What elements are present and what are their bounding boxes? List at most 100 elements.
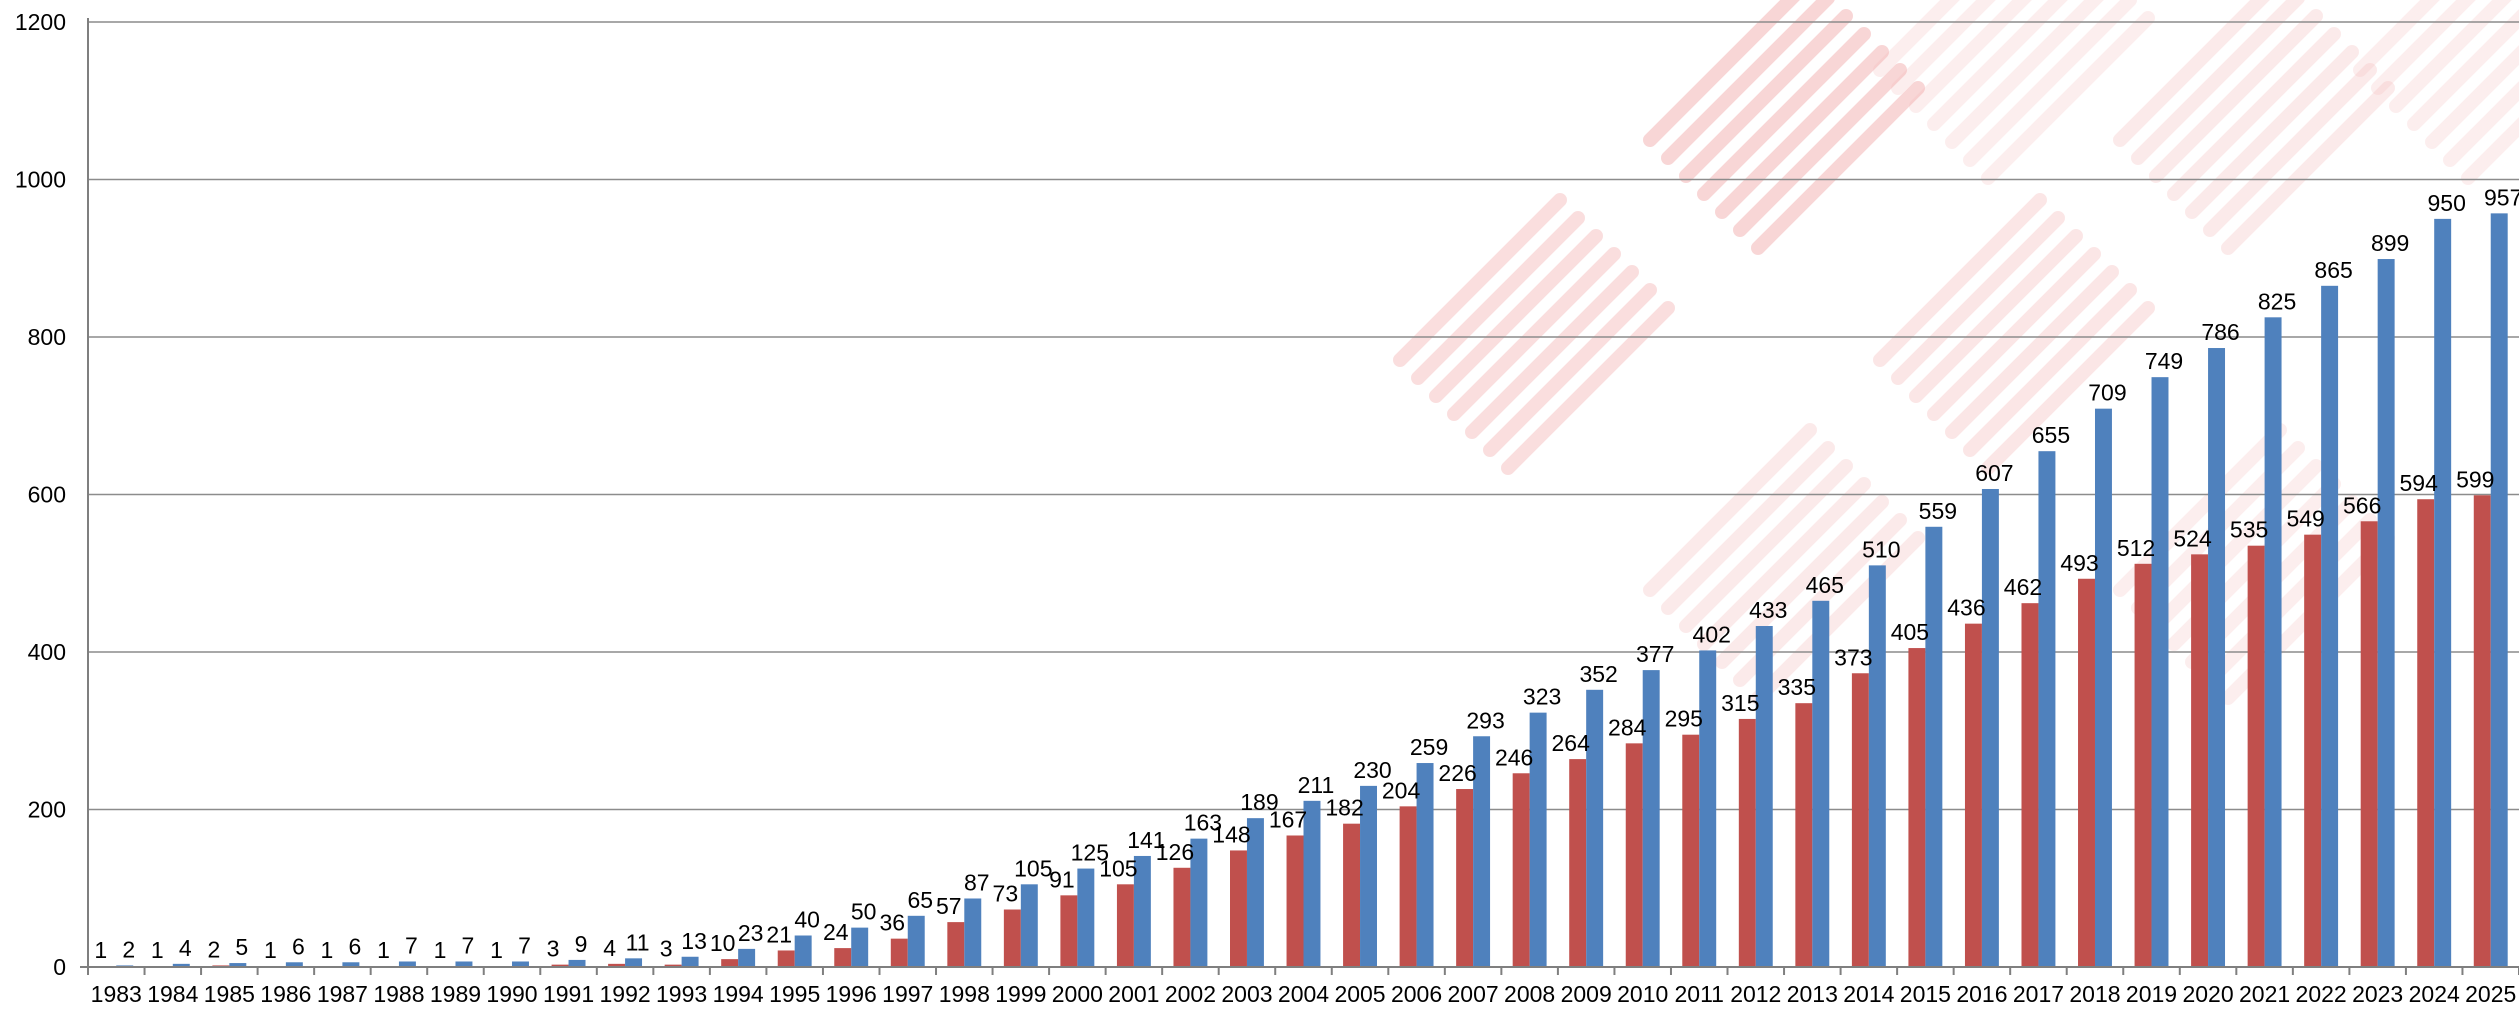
x-tick-label: 2014 [1843, 981, 1894, 1007]
data-label-series-2: 6 [348, 933, 361, 959]
bar-series-2 [2094, 408, 2112, 968]
data-label-series-1: 405 [1891, 619, 1929, 645]
watermark-stripe [1661, 0, 1835, 165]
x-tick-label: 2018 [2069, 981, 2120, 1007]
bar-series-2 [738, 948, 756, 967]
bar-series-2 [512, 961, 529, 967]
bar-series-1 [1908, 648, 1926, 967]
bar-series-1 [1173, 867, 1191, 967]
watermark-stripe [1927, 0, 2068, 131]
bar-series-2 [1360, 785, 1377, 967]
data-label-series-1: 3 [547, 936, 560, 962]
bar-series-1 [2191, 554, 2209, 967]
data-label-series-2: 13 [681, 928, 707, 954]
bar-series-2 [1133, 855, 1151, 967]
data-label-series-2: 211 [1298, 772, 1335, 798]
x-tick-label: 1995 [769, 981, 820, 1007]
x-tick-label: 1993 [656, 981, 707, 1007]
x-tick-label: 2019 [2126, 981, 2177, 1007]
bar-series-1 [551, 964, 569, 967]
watermark-stripe [1873, 0, 1960, 77]
data-label-series-2: 7 [405, 932, 418, 958]
x-tick-label: 2012 [1730, 981, 1781, 1007]
bar-series-2 [1868, 565, 1886, 967]
x-tick-label: 2009 [1561, 981, 1612, 1007]
bar-series-1 [1343, 823, 1361, 967]
data-label-series-1: 204 [1382, 777, 1421, 803]
watermark-stripe [2203, 63, 2377, 237]
watermark-stripe [1963, 0, 2137, 167]
x-tick-label: 2017 [2013, 981, 2064, 1007]
x-tick-label: 2011 [1675, 981, 1724, 1007]
x-tick-label: 2022 [2296, 981, 2347, 1007]
data-label-series-1: 3 [660, 936, 673, 962]
data-label-series-1: 91 [1049, 866, 1075, 892]
x-tick-label: 2008 [1504, 981, 1555, 1007]
x-tick-label: 1998 [939, 981, 990, 1007]
axes [80, 18, 2519, 975]
y-tick-label: 200 [28, 797, 66, 823]
bar-series-2 [907, 915, 925, 967]
bar-series-2 [285, 962, 303, 967]
y-tick-label: 600 [28, 482, 66, 508]
data-label-series-1: 1 [490, 937, 503, 963]
watermark-stripe [2203, 513, 2377, 687]
data-label-series-1: 524 [2173, 525, 2212, 551]
watermark-stripe [2425, 45, 2519, 149]
watermark-stripe [2443, 81, 2519, 167]
data-label-series-1: 73 [993, 881, 1019, 907]
data-label-series-2: 2 [122, 936, 135, 962]
watermark-stripe [1751, 81, 1925, 255]
watermark-stripe [2221, 81, 2395, 255]
bar-series-2 [2434, 218, 2452, 967]
data-label-series-2: 749 [2145, 348, 2183, 374]
data-label-series-1: 436 [1947, 595, 1985, 621]
bar-series-2 [172, 963, 190, 967]
data-label-series-1: 1 [151, 937, 164, 963]
watermark-stripe [1679, 459, 1853, 633]
data-label-series-1: 335 [1778, 674, 1816, 700]
watermark-stripe [2149, 459, 2323, 633]
bar-series-1 [1230, 850, 1247, 967]
data-label-series-2: 11 [626, 929, 650, 955]
watermark-stripe [1697, 477, 1871, 651]
bar-series-1 [1060, 895, 1078, 967]
watermark-stripe [1891, 0, 1996, 95]
bar-series-1 [947, 922, 965, 967]
bar-series-2 [398, 961, 416, 967]
bar-series-2 [342, 962, 360, 967]
data-label-series-2: 709 [2088, 380, 2126, 406]
bar-series-2 [455, 961, 473, 967]
x-tick-label: 2007 [1448, 981, 1499, 1007]
x-tick-label: 2016 [1956, 981, 2007, 1007]
watermark-stripe [1873, 193, 2047, 367]
watermark-stripe [1411, 211, 1585, 385]
data-label-series-2: 433 [1749, 597, 1787, 623]
x-tick-label: 1990 [486, 981, 537, 1007]
data-label-series-2: 9 [575, 931, 588, 957]
data-label-series-1: 226 [1438, 760, 1476, 786]
x-tick-label: 1988 [373, 981, 424, 1007]
data-label-series-2: 510 [1862, 536, 1900, 562]
data-label-series-1: 1 [434, 937, 447, 963]
x-tick-label: 1991 [543, 981, 594, 1007]
watermark-stripe [1909, 0, 2032, 113]
watermark-stripe [1715, 495, 1889, 669]
data-label-series-1: 105 [1099, 855, 1137, 881]
watermark-stripe [1891, 211, 2065, 385]
bar-series-2 [1190, 838, 1208, 967]
data-label-series-2: 352 [1579, 661, 1617, 687]
bar-series-1 [1399, 806, 1417, 967]
x-tick-label: 1989 [430, 981, 481, 1007]
x-tick-label: 2013 [1787, 981, 1838, 1007]
watermark-stripe [2407, 9, 2519, 131]
bar-series-2 [2264, 317, 2282, 967]
data-label-series-2: 125 [1071, 840, 1109, 866]
watermark-stripe [2149, 9, 2323, 183]
watermark-stripe [2131, 0, 2305, 165]
watermark-stripe [1945, 265, 2119, 439]
bar-series-1 [2473, 495, 2491, 967]
bar-series-2 [1812, 600, 1830, 967]
data-label-series-1: 1 [321, 937, 334, 963]
data-label-series-2: 377 [1636, 641, 1674, 667]
